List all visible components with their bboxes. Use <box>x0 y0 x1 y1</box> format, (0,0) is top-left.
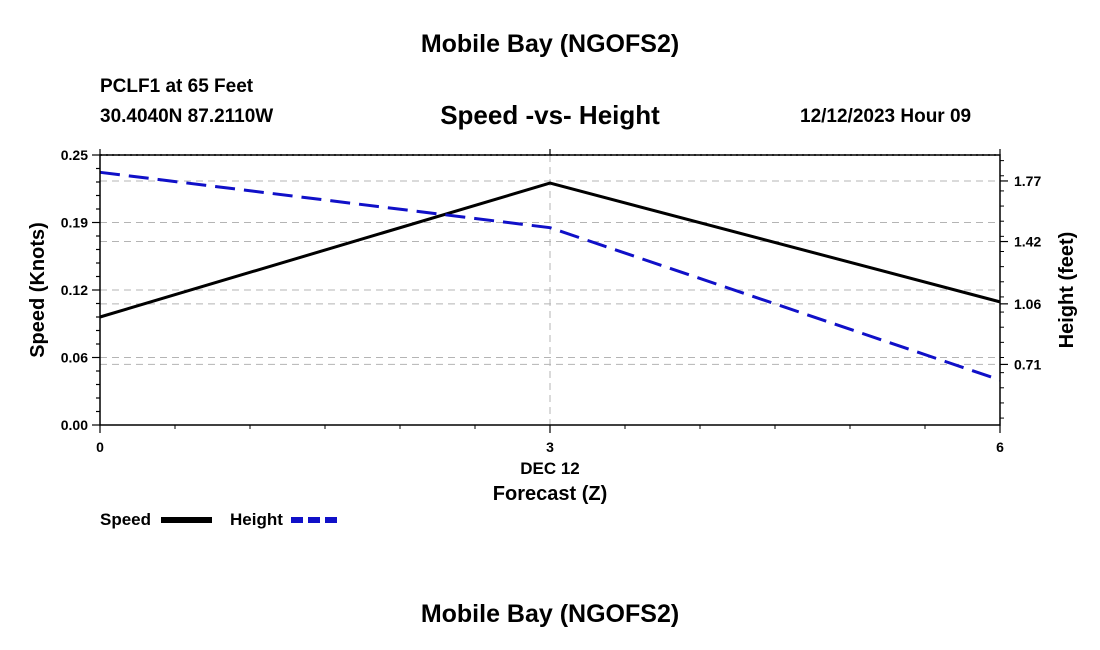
x-date-label: DEC 12 <box>520 459 580 478</box>
chart-subtitle: Speed -vs- Height <box>440 100 660 130</box>
y-tick-label: 0.19 <box>61 215 88 231</box>
y2-tick-label: 1.06 <box>1014 296 1041 312</box>
legend-label-height: Height <box>230 510 283 529</box>
chart-title: Mobile Bay (NGOFS2) <box>420 30 680 58</box>
y-tick-label: 0.06 <box>61 350 88 366</box>
forecast-datetime: 12/12/2023 Hour 09 <box>800 106 972 127</box>
x-axis-label: Forecast (Z) <box>493 483 607 505</box>
x-tick-label: 0 <box>96 439 104 455</box>
station-label: PCLF1 at 65 Feet <box>100 76 254 97</box>
y2-tick-label: 1.77 <box>1014 173 1041 189</box>
y-tick-label: 0.25 <box>61 147 88 163</box>
y2-tick-label: 1.42 <box>1014 234 1041 250</box>
y-tick-label: 0.00 <box>61 417 88 433</box>
legend-label-speed: Speed <box>100 510 151 529</box>
grid-lines <box>100 154 1000 425</box>
plot-frame <box>99 154 1001 426</box>
y2-tick-label: 0.71 <box>1014 356 1041 372</box>
y-axis-label: Speed (Knots) <box>27 222 49 358</box>
station-coordinates: 30.4040N 87.2110W <box>100 106 274 127</box>
footer-title: Mobile Bay (NGOFS2) <box>420 600 680 628</box>
axis-labels: 0.00 0.06 0.12 0.19 0.25 0.71 1.06 1.42 1.77 0 3 6 D… <box>27 147 1078 505</box>
x-tick-label: 3 <box>546 439 554 455</box>
y-tick-label: 0.12 <box>61 282 88 298</box>
y2-axis-label: Height (feet) <box>1056 232 1078 349</box>
legend: Speed Height <box>100 510 342 529</box>
x-tick-label: 6 <box>996 439 1004 455</box>
